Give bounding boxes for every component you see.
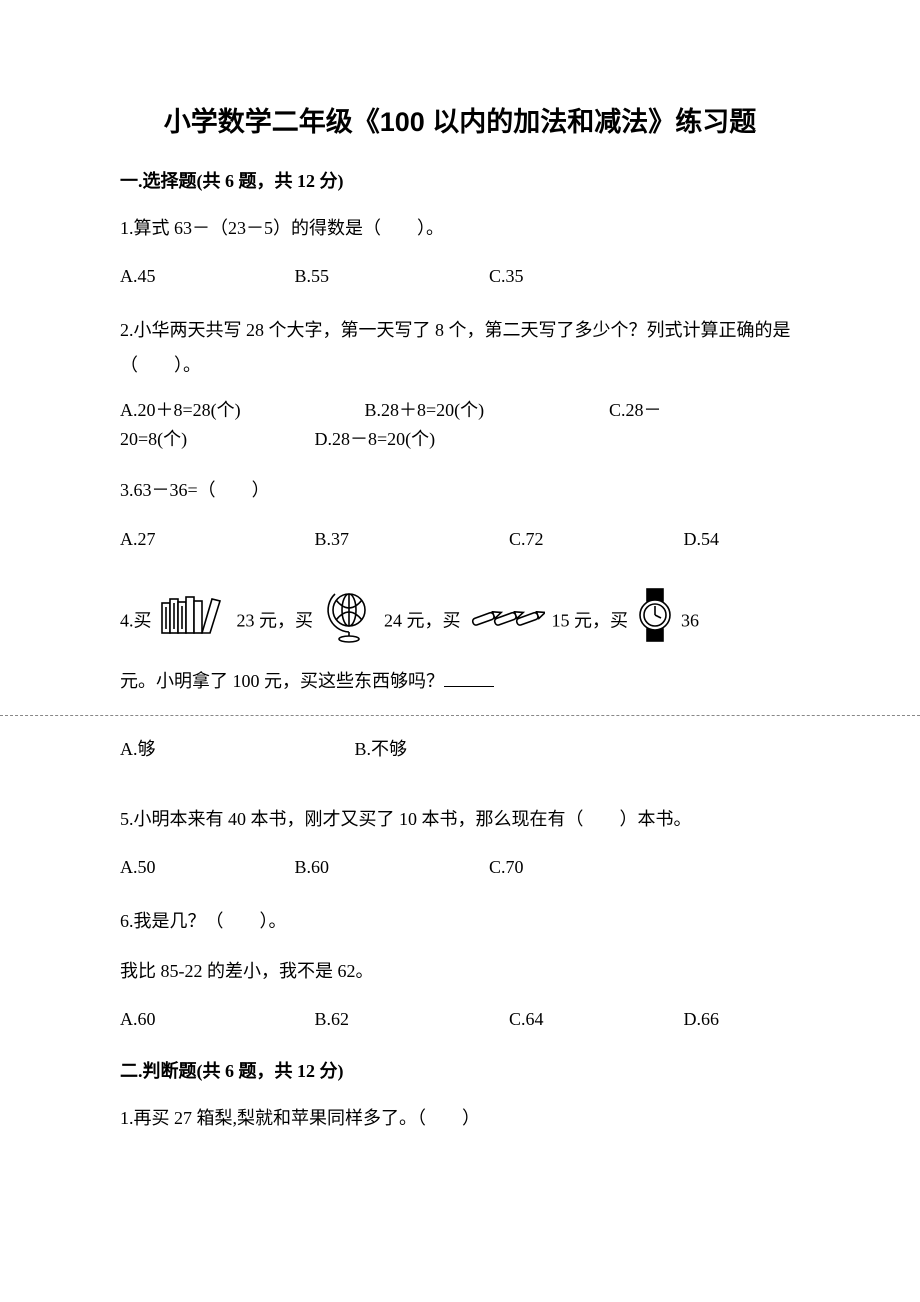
page-title: 小学数学二年级《100 以内的加法和减法》练习题 (120, 100, 800, 139)
q6-text: 6.我是几？（ ）。 (120, 904, 800, 938)
q6-optA: A.60 (120, 1002, 310, 1036)
q4-optA: A.够 (120, 732, 350, 766)
q5-optC: C.70 (489, 850, 524, 884)
q4-options: A.够 B.不够 (120, 732, 800, 766)
q4-p3: 15 元，买 (552, 610, 629, 630)
q2-text: 2.小华两天共写 28 个大字，第一天写了 8 个，第二天写了多少个？列式计算正… (120, 313, 800, 381)
q6-options: A.60 B.62 C.64 D.66 (120, 1002, 800, 1036)
q2-optC-suffix: 20=8(个) (120, 425, 310, 454)
q4-line2-text: 元。小明拿了 100 元，买这些东西够吗？ (120, 671, 444, 691)
q4-p4: 36 (681, 610, 699, 630)
q1-text: 1.算式 63－（23－5）的得数是（ ）。 (120, 211, 800, 245)
q2-optD: D.28－8=20(个) (315, 425, 436, 454)
q3-options: A.27 B.37 C.72 D.54 (120, 522, 800, 556)
q2-optC-prefix: C.28－ (609, 396, 662, 425)
section1-header: 一.选择题(共 6 题，共 12 分) (120, 167, 800, 193)
books-icon (158, 593, 230, 652)
q6-optC: C.64 (509, 1002, 679, 1036)
page-divider (0, 715, 920, 716)
q4-line1: 4.买 23 元，买 (120, 586, 800, 659)
q1-optB: B.55 (295, 259, 485, 293)
q1-optC: C.35 (489, 259, 524, 293)
q2-optB: B.28＋8=20(个) (365, 396, 605, 425)
q6-optD: D.66 (684, 1002, 720, 1036)
globe-icon (320, 586, 378, 659)
section2-header: 二.判断题(共 6 题，共 12 分) (120, 1057, 800, 1083)
q6-sub: 我比 85-22 的差小，我不是 62。 (120, 954, 800, 988)
pens-icon (467, 596, 545, 649)
q1-optA: A.45 (120, 259, 290, 293)
q2-options: A.20＋8=28(个) B.28＋8=20(个) C.28－ 20=8(个) … (120, 396, 800, 454)
q4-p2: 24 元，买 (384, 610, 461, 630)
q5-optA: A.50 (120, 850, 290, 884)
q3-optA: A.27 (120, 522, 310, 556)
q3-optD: D.54 (684, 522, 720, 556)
q4-blank (444, 672, 494, 687)
q1-options: A.45 B.55 C.35 (120, 259, 800, 293)
q3-optB: B.37 (315, 522, 505, 556)
q5-optB: B.60 (295, 850, 485, 884)
q3-optC: C.72 (509, 522, 679, 556)
s2-q1-text: 1.再买 27 箱梨,梨就和苹果同样多了。（ ） (120, 1101, 800, 1135)
q6-optB: B.62 (315, 1002, 505, 1036)
watch-icon (635, 587, 675, 658)
q4-optB: B.不够 (355, 732, 408, 766)
q5-options: A.50 B.60 C.70 (120, 850, 800, 884)
q3-text: 3.63－36=（ ） (120, 473, 800, 507)
q2-optA: A.20＋8=28(个) (120, 396, 360, 425)
q4-prefix: 4.买 (120, 610, 152, 630)
q4-line2: 元。小明拿了 100 元，买这些东西够吗？ (120, 664, 800, 698)
q4-p1: 23 元，买 (237, 610, 314, 630)
q5-text: 5.小明本来有 40 本书，刚才又买了 10 本书，那么现在有（ ）本书。 (120, 802, 800, 836)
